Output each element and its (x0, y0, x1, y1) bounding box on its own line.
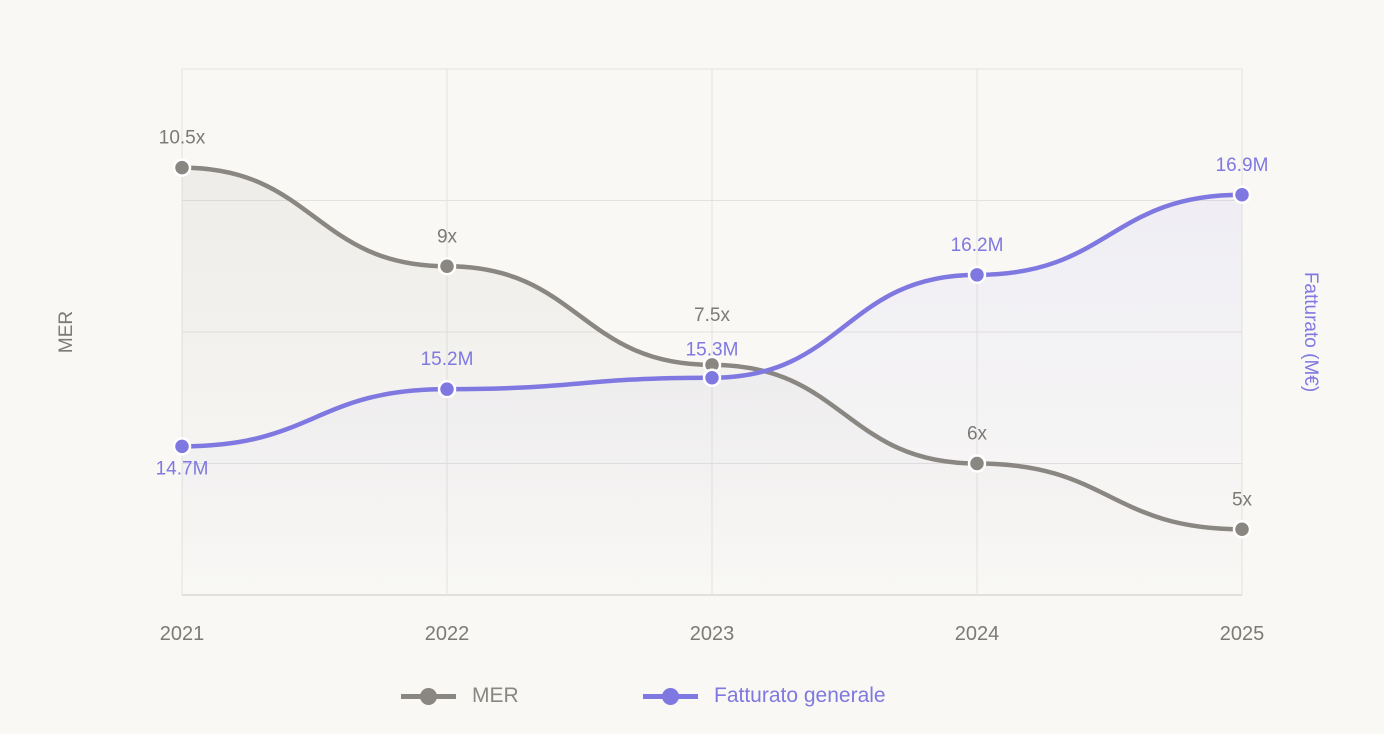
x-tick-label: 2024 (955, 623, 1000, 645)
x-tick-label: 2021 (160, 623, 205, 645)
legend-label-fatturato: Fatturato generale (714, 684, 886, 707)
data-point-mer (967, 454, 987, 473)
legend-swatch-mer (401, 687, 456, 705)
chart: 10.5x 9x 7.5x 6x 5x 14.7M 15.2M 15.3M 16.2M 16.9M… (56, 68, 1321, 645)
data-label-fatturato: 14.7M (156, 458, 209, 479)
data-point-fatturato (437, 379, 457, 399)
points (172, 158, 1252, 539)
data-label-fatturato: 15.3M (686, 340, 739, 361)
legend-label-mer: MER (472, 684, 519, 707)
line-fatturato (179, 192, 1245, 449)
data-label-fatturato: 15.2M (421, 349, 474, 370)
data-point-fatturato (967, 265, 987, 285)
x-tick-label: 2025 (1220, 623, 1265, 645)
x-tick-label: 2023 (690, 623, 735, 645)
data-point-mer (437, 257, 457, 276)
data-labels: 10.5x 9x 7.5x 6x 5x 14.7M 15.2M 15.3M 16.2M 16.9M (156, 128, 1269, 511)
y-axis-right-title: Fatturato (M€) (1300, 272, 1321, 392)
data-point-mer (1232, 520, 1252, 539)
data-point-fatturato (702, 368, 722, 387)
x-tick-label: 2022 (425, 623, 470, 645)
data-label-fatturato: 16.2M (951, 235, 1004, 256)
data-point-fatturato (1232, 185, 1252, 205)
data-label-fatturato: 16.9M (1216, 155, 1269, 176)
legend: MER Fatturato generale (0, 684, 1384, 714)
legend-item-fatturato[interactable]: Fatturato generale (643, 684, 886, 708)
x-axis-ticks: 2021 2022 2023 2024 2025 (160, 623, 1265, 645)
data-label-mer: 7.5x (694, 305, 730, 326)
area-fatturato (182, 194, 1242, 596)
data-label-mer: 5x (1232, 489, 1253, 510)
data-label-mer: 9x (437, 226, 458, 247)
data-label-mer: 6x (967, 424, 988, 445)
legend-item-mer[interactable]: MER (401, 684, 519, 708)
data-point-fatturato (172, 437, 192, 456)
y-axis-left-title: MER (56, 311, 77, 353)
data-point-mer (172, 158, 192, 177)
data-label-mer: 10.5x (159, 128, 206, 149)
legend-swatch-fatturato (643, 687, 698, 705)
